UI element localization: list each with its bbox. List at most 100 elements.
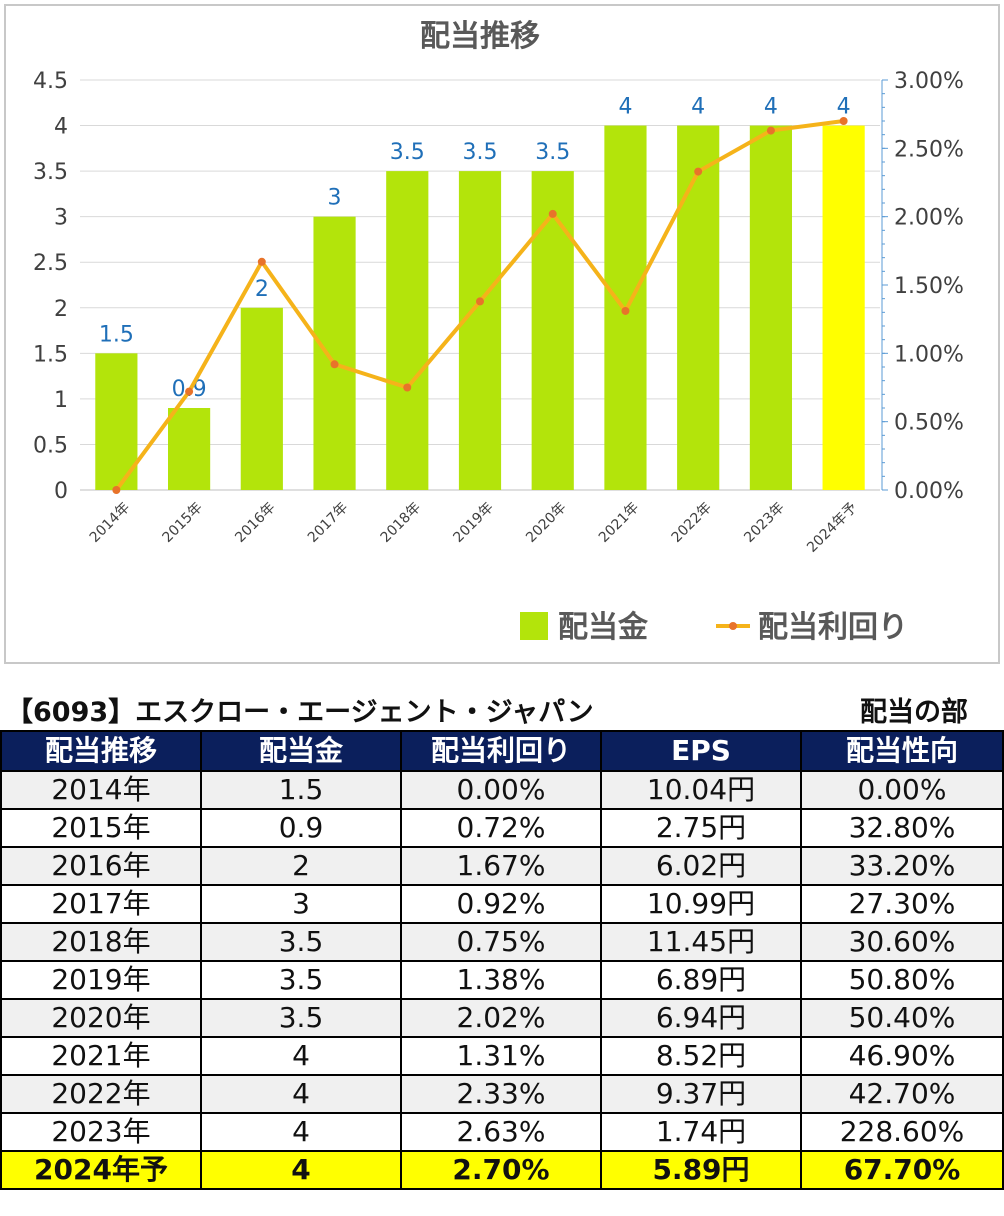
- legend-line-label: 配当利回り: [758, 610, 908, 645]
- bar-data-label: 3.5: [463, 140, 498, 165]
- legend-bar-label: 配当金: [558, 610, 649, 645]
- yield-point: [403, 383, 412, 392]
- header-payout-ratio: 配当性向: [800, 730, 1004, 772]
- bar-data-label: 3.5: [535, 140, 570, 165]
- bar: [386, 171, 429, 490]
- bar: [313, 216, 356, 490]
- cell-yield: 0.75%: [400, 922, 602, 962]
- cell-eps: 6.89円: [600, 960, 802, 1000]
- table-heading: 【6093】エスクロー・エージェント・ジャパン 配当の部: [0, 690, 1004, 728]
- cell-payout: 67.70%: [800, 1150, 1004, 1190]
- dividend-chart-svg: 配当推移 0 0.5 1 1.5 2 2.5 3 3.5 4 4.5 0.00% 0.50% 1.00% 1…: [4, 4, 1000, 664]
- cell-eps: 9.37円: [600, 1074, 802, 1114]
- yield-point: [257, 257, 266, 266]
- header-year: 配当推移: [0, 730, 202, 772]
- cell-yield: 2.63%: [400, 1112, 602, 1152]
- header-eps: EPS: [600, 730, 802, 772]
- bar: [822, 125, 865, 491]
- cell-yield: 2.33%: [400, 1074, 602, 1114]
- company-title: 【6093】エスクロー・エージェント・ジャパン: [6, 697, 594, 728]
- bar-data-label: 3: [328, 186, 342, 211]
- cell-payout: 42.70%: [800, 1074, 1004, 1114]
- yield-point: [766, 126, 775, 135]
- y-right-tick-label: 2.00%: [894, 206, 964, 231]
- yield-point: [694, 167, 703, 176]
- header-dividend: 配当金: [200, 730, 402, 772]
- bar: [531, 171, 574, 490]
- cell-year: 2020年: [0, 998, 202, 1038]
- cell-dividend: 4: [200, 1036, 402, 1076]
- bar-data-label: 1.5: [99, 322, 134, 347]
- cell-yield: 0.00%: [400, 770, 602, 810]
- table-row: 2019年 3.5 1.38% 6.89円 50.80%: [0, 960, 1004, 1000]
- cell-dividend: 1.5: [200, 770, 402, 810]
- cell-dividend: 4: [200, 1150, 402, 1190]
- cell-year: 2015年: [0, 808, 202, 848]
- cell-year: 2021年: [0, 1036, 202, 1076]
- yield-point: [330, 360, 339, 369]
- cell-eps: 10.04円: [600, 770, 802, 810]
- cell-yield: 1.38%: [400, 960, 602, 1000]
- bar-data-label: 4: [764, 95, 778, 120]
- cell-payout: 32.80%: [800, 808, 1004, 848]
- cell-year: 2022年: [0, 1074, 202, 1114]
- cell-eps: 10.99円: [600, 884, 802, 924]
- cell-eps: 11.45円: [600, 922, 802, 962]
- cell-dividend: 4: [200, 1074, 402, 1114]
- y-tick-label: 1.5: [33, 342, 68, 367]
- table-header-row: 配当推移 配当金 配当利回り EPS 配当性向: [0, 730, 1004, 772]
- y-tick-label: 3.5: [33, 160, 68, 185]
- cell-yield: 0.72%: [400, 808, 602, 848]
- legend-bar-swatch: [520, 612, 548, 640]
- cell-year: 2016年: [0, 846, 202, 886]
- bar-data-label: 4: [691, 95, 705, 120]
- y-right-tick-label: 1.50%: [894, 274, 964, 299]
- chart-title: 配当推移: [420, 19, 540, 54]
- table-row: 2017年 3 0.92% 10.99円 27.30%: [0, 884, 1004, 924]
- cell-dividend: 3.5: [200, 998, 402, 1038]
- cell-payout: 33.20%: [800, 846, 1004, 886]
- bar: [458, 171, 502, 490]
- section-label: 配当の部: [860, 697, 968, 728]
- header-yield: 配当利回り: [400, 730, 602, 772]
- dividend-chart: 配当推移 0 0.5 1 1.5 2 2.5 3 3.5 4 4.5 0.00% 0.50% 1.00% 1…: [4, 4, 1000, 664]
- cell-year: 2014年: [0, 770, 202, 810]
- y-tick-label: 2.5: [33, 251, 68, 276]
- y-right-tick-label: 1.00%: [894, 342, 964, 367]
- cell-payout: 46.90%: [800, 1036, 1004, 1076]
- legend-line-marker: [729, 622, 737, 630]
- cell-payout: 27.30%: [800, 884, 1004, 924]
- cell-yield: 2.70%: [400, 1150, 602, 1190]
- y-tick-label: 2: [54, 297, 68, 322]
- cell-payout: 228.60%: [800, 1112, 1004, 1152]
- cell-year: 2018年: [0, 922, 202, 962]
- cell-dividend: 3.5: [200, 922, 402, 962]
- y-right-tick-label: 3.00%: [894, 69, 964, 94]
- cell-eps: 2.75円: [600, 808, 802, 848]
- yield-point: [621, 306, 630, 315]
- table-row: 2014年 1.5 0.00% 10.04円 0.00%: [0, 770, 1004, 810]
- table-row: 2023年 4 2.63% 1.74円 228.60%: [0, 1112, 1004, 1152]
- cell-eps: 8.52円: [600, 1036, 802, 1076]
- y-tick-label: 4: [54, 115, 68, 140]
- cell-yield: 0.92%: [400, 884, 602, 924]
- table-row: 2021年 4 1.31% 8.52円 46.90%: [0, 1036, 1004, 1076]
- cell-year: 2019年: [0, 960, 202, 1000]
- cell-dividend: 4: [200, 1112, 402, 1152]
- y-right-tick-label: 2.50%: [894, 137, 964, 162]
- yield-point: [112, 486, 121, 494]
- cell-eps: 6.02円: [600, 846, 802, 886]
- bar: [95, 353, 138, 490]
- cell-payout: 50.80%: [800, 960, 1004, 1000]
- cell-yield: 1.67%: [400, 846, 602, 886]
- cell-payout: 0.00%: [800, 770, 1004, 810]
- cell-dividend: 3.5: [200, 960, 402, 1000]
- y-tick-label: 0: [54, 479, 68, 504]
- table-row-forecast: 2024年予 4 2.70% 5.89円 67.70%: [0, 1150, 1004, 1190]
- table-row: 2020年 3.5 2.02% 6.94円 50.40%: [0, 998, 1004, 1038]
- bar: [168, 408, 211, 490]
- yield-point: [476, 297, 484, 306]
- dividend-table: 配当推移 配当金 配当利回り EPS 配当性向 2014年 1.5 0.00% …: [0, 730, 1004, 1190]
- cell-year: 2017年: [0, 884, 202, 924]
- cell-payout: 50.40%: [800, 998, 1004, 1038]
